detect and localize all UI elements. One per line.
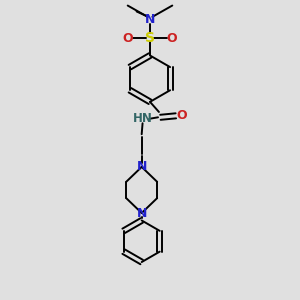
Text: HN: HN: [133, 112, 152, 125]
Text: S: S: [145, 31, 155, 45]
Text: N: N: [136, 160, 147, 173]
Text: N: N: [136, 206, 147, 220]
Text: O: O: [176, 109, 187, 122]
Text: O: O: [123, 32, 133, 45]
Text: O: O: [167, 32, 177, 45]
Text: N: N: [145, 13, 155, 26]
